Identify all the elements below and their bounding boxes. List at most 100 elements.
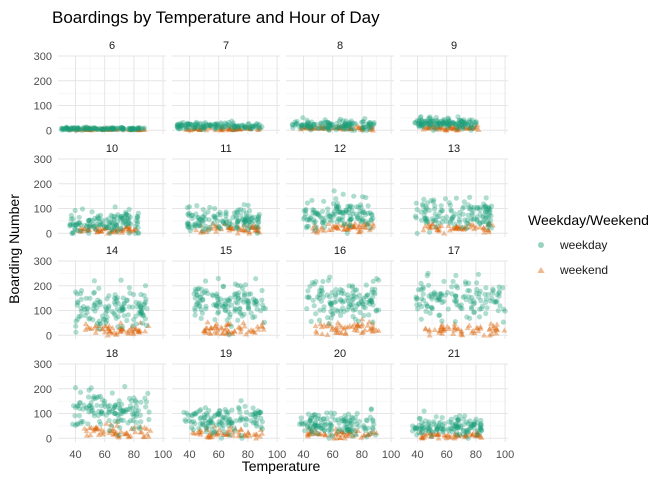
weekday-point <box>212 122 218 128</box>
weekday-point <box>242 218 248 225</box>
weekday-point <box>218 435 225 441</box>
weekday-point <box>459 118 465 124</box>
weekday-point <box>197 408 203 414</box>
weekday-point <box>441 120 447 126</box>
weekday-point <box>84 125 90 131</box>
weekday-point <box>339 427 345 433</box>
weekday-point <box>185 220 191 226</box>
weekday-point <box>426 421 432 427</box>
weekday-point <box>98 409 104 415</box>
weekday-point <box>474 420 481 426</box>
weekend-point <box>205 124 211 130</box>
weekend-point <box>258 322 265 329</box>
y-tick-label: 100 <box>34 409 52 421</box>
weekend-point <box>122 430 129 437</box>
weekend-point <box>254 224 261 230</box>
weekend-point <box>486 220 493 226</box>
weekend-point <box>94 229 100 235</box>
weekday-point <box>448 416 454 422</box>
weekday-point <box>76 214 82 220</box>
weekday-point <box>250 314 256 321</box>
weekday-point <box>215 310 221 316</box>
weekday-point <box>418 209 424 215</box>
weekday-point <box>196 217 202 223</box>
weekend-point <box>346 125 353 131</box>
weekday-point <box>118 126 125 132</box>
weekend-point <box>82 320 89 327</box>
weekday-point <box>454 432 460 438</box>
weekend-point <box>431 124 438 130</box>
weekend-point <box>238 426 245 433</box>
weekday-point <box>201 412 207 418</box>
weekend-point <box>94 126 101 132</box>
weekday-point <box>348 123 355 129</box>
weekday-point <box>310 423 317 430</box>
weekend-point <box>365 431 372 438</box>
weekend-point <box>466 220 473 226</box>
weekend-point <box>340 325 347 332</box>
weekday-point <box>174 123 180 129</box>
weekday-point <box>467 288 473 294</box>
weekday-point <box>87 126 93 132</box>
weekend-point <box>232 426 239 432</box>
weekend-point <box>116 432 122 438</box>
weekend-point <box>230 432 237 438</box>
weekend-point <box>126 434 133 440</box>
weekend-point <box>250 327 257 333</box>
weekday-point <box>338 287 344 293</box>
weekend-point <box>299 124 306 130</box>
weekday-point <box>102 398 108 404</box>
weekday-point <box>224 411 230 417</box>
weekday-point <box>108 212 114 218</box>
weekend-point <box>94 425 101 431</box>
weekday-point <box>191 125 197 131</box>
weekday-point <box>222 406 228 413</box>
weekend-point <box>252 224 259 230</box>
weekday-point <box>128 221 134 227</box>
weekday-point <box>301 216 307 222</box>
weekday-point <box>308 214 314 220</box>
weekday-point <box>346 206 352 212</box>
weekday-point <box>75 316 81 322</box>
weekday-point <box>136 310 142 316</box>
weekday-point <box>73 323 79 329</box>
weekday-point <box>470 421 477 427</box>
weekend-point <box>243 433 250 439</box>
weekend-point <box>359 126 366 132</box>
weekday-point <box>192 223 198 229</box>
weekend-point <box>83 126 90 132</box>
weekday-point <box>449 429 455 435</box>
weekend-point <box>331 125 338 131</box>
weekday-point <box>328 124 334 130</box>
weekday-point <box>496 284 502 290</box>
weekday-point <box>470 298 476 304</box>
weekday-point <box>433 122 439 128</box>
weekday-point <box>439 120 446 126</box>
weekday-point <box>88 126 94 133</box>
weekend-point <box>106 427 113 433</box>
weekday-point <box>109 408 115 414</box>
weekday-point <box>488 213 494 219</box>
weekday-point <box>294 121 300 127</box>
weekend-point <box>136 126 143 132</box>
weekday-point <box>420 284 426 290</box>
weekday-point <box>352 414 359 421</box>
weekday-point <box>312 412 318 418</box>
weekday-point <box>242 218 249 225</box>
weekday-point <box>95 126 101 132</box>
weekday-point <box>329 300 335 306</box>
weekday-point <box>367 414 373 420</box>
weekend-point <box>316 122 323 129</box>
weekend-point <box>297 126 304 132</box>
weekday-point <box>71 403 77 409</box>
weekday-point <box>112 292 118 298</box>
weekday-point <box>318 420 324 426</box>
weekday-point <box>459 118 465 124</box>
weekday-point <box>336 203 342 209</box>
weekend-point <box>204 433 211 439</box>
weekday-point <box>232 306 238 312</box>
weekend-point <box>98 228 105 234</box>
weekday-point <box>251 123 257 129</box>
weekend-point <box>436 126 443 132</box>
weekend-point <box>351 326 358 333</box>
